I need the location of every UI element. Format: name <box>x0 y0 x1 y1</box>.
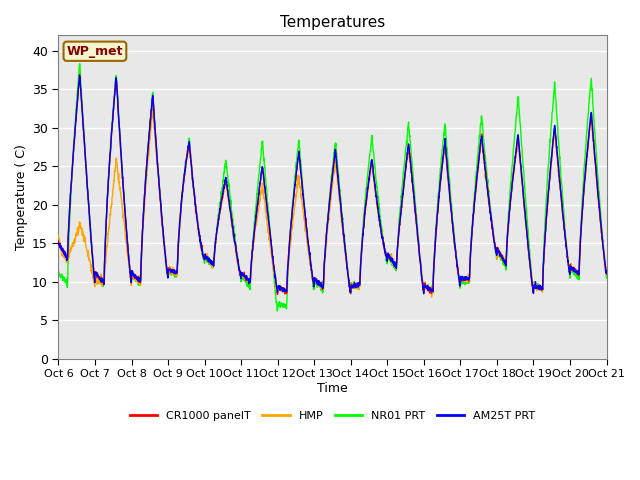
HMP <box>492 245 500 251</box>
AM25T PRT <box>54 240 62 246</box>
HMP <box>208 263 216 269</box>
Text: WP_met: WP_met <box>67 45 123 58</box>
NR01 PRT <box>76 61 84 67</box>
CR1000 panelT <box>76 72 83 77</box>
AM25T PRT <box>570 268 578 274</box>
CR1000 panelT <box>555 167 563 173</box>
NR01 PRT <box>555 139 563 145</box>
AM25T PRT <box>208 258 216 264</box>
Legend: CR1000 panelT, HMP, NR01 PRT, AM25T PRT: CR1000 panelT, HMP, NR01 PRT, AM25T PRT <box>125 407 540 425</box>
AM25T PRT <box>349 283 356 289</box>
Title: Temperatures: Temperatures <box>280 15 385 30</box>
NR01 PRT <box>361 204 369 210</box>
Line: HMP: HMP <box>58 109 607 297</box>
CR1000 panelT <box>570 266 578 272</box>
NR01 PRT <box>208 261 216 267</box>
AM25T PRT <box>603 270 611 276</box>
HMP <box>603 272 611 277</box>
CR1000 panelT <box>349 283 356 289</box>
X-axis label: Time: Time <box>317 382 348 395</box>
CR1000 panelT <box>361 211 369 216</box>
Y-axis label: Temperature ( C): Temperature ( C) <box>15 144 28 250</box>
Line: CR1000 panelT: CR1000 panelT <box>58 74 607 294</box>
HMP <box>428 294 435 300</box>
NR01 PRT <box>349 283 356 288</box>
HMP <box>54 233 62 239</box>
NR01 PRT <box>603 276 611 281</box>
CR1000 panelT <box>54 238 62 244</box>
AM25T PRT <box>76 73 83 79</box>
AM25T PRT <box>492 250 500 256</box>
NR01 PRT <box>570 270 578 276</box>
HMP <box>555 167 563 172</box>
NR01 PRT <box>273 308 281 314</box>
CR1000 panelT <box>208 260 216 266</box>
Line: NR01 PRT: NR01 PRT <box>58 64 607 311</box>
HMP <box>349 281 356 287</box>
AM25T PRT <box>420 290 428 296</box>
HMP <box>570 267 578 273</box>
NR01 PRT <box>54 267 62 273</box>
CR1000 panelT <box>492 249 500 255</box>
Line: AM25T PRT: AM25T PRT <box>58 76 607 293</box>
NR01 PRT <box>492 251 500 257</box>
HMP <box>149 106 157 112</box>
AM25T PRT <box>360 216 368 222</box>
CR1000 panelT <box>274 291 282 297</box>
CR1000 panelT <box>603 271 611 277</box>
AM25T PRT <box>555 165 563 170</box>
HMP <box>360 217 368 223</box>
